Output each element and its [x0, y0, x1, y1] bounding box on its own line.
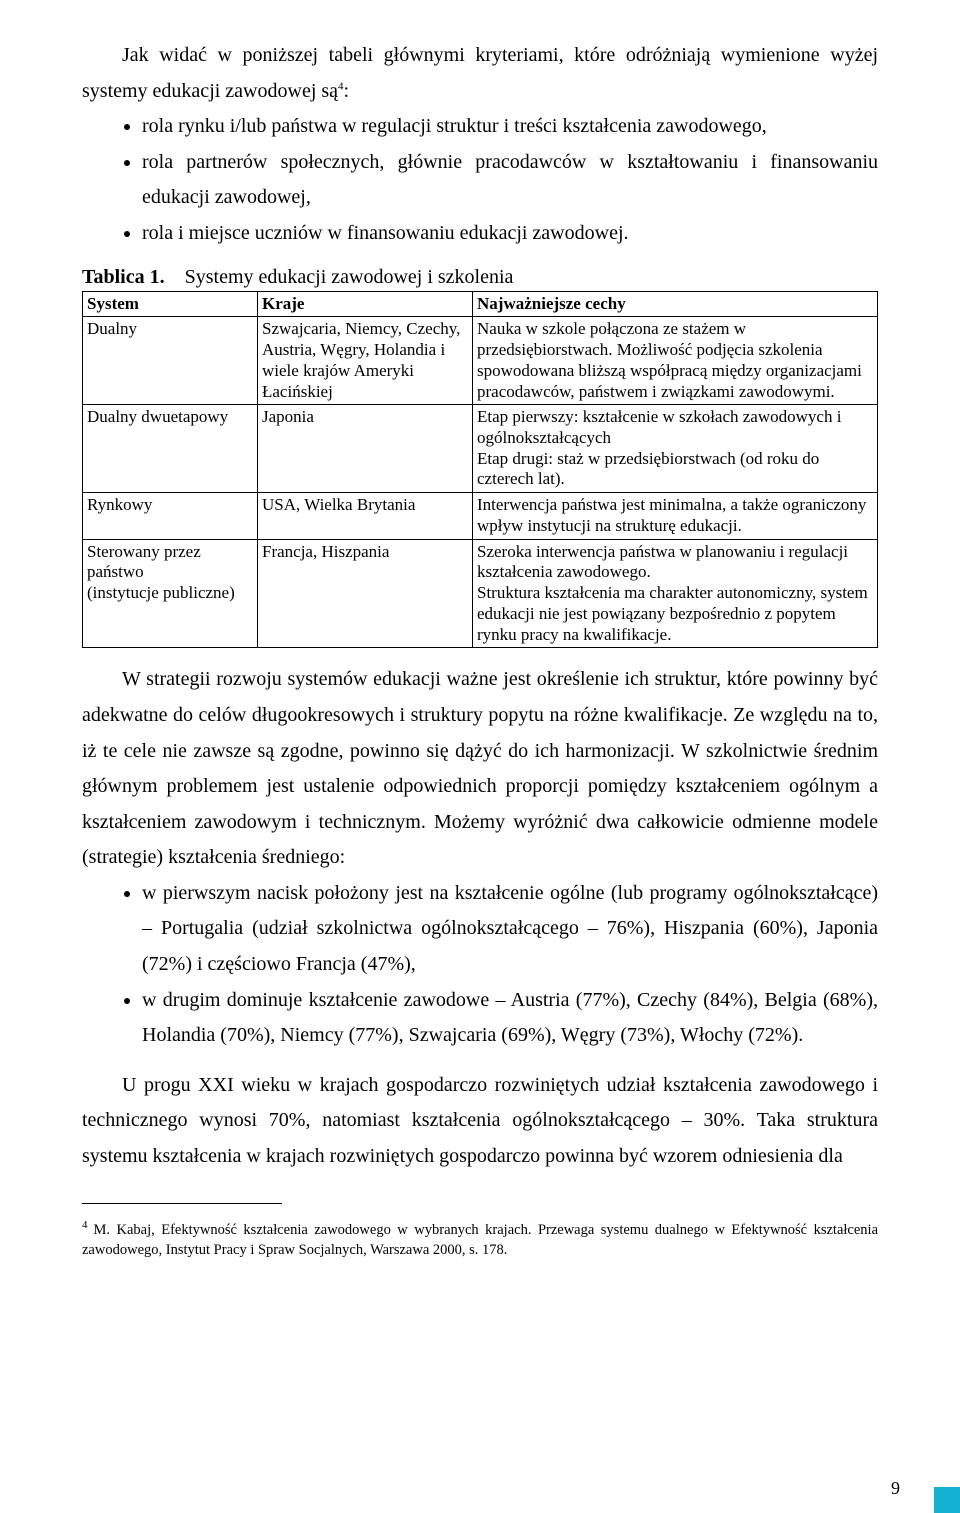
table-caption: Tablica 1. Systemy edukacji zawodowej i …	[82, 266, 878, 289]
footnote-4: 4M. Kabaj, Efektywność kształcenia zawod…	[82, 1218, 878, 1260]
table-cell: Sterowany przez państwo (instytucje publ…	[83, 539, 258, 648]
table-cell: Szwajcaria, Niemcy, Czechy, Austria, Węg…	[258, 317, 473, 405]
intro-paragraph: Jak widać w poniższej tabeli głównymi kr…	[82, 38, 878, 109]
table-cell: Interwencja państwa jest minimalna, a ta…	[473, 493, 878, 539]
models-bullet-list: w pierwszym nacisk położony jest na kszt…	[82, 876, 878, 1054]
table-cell: Dualny dwuetapowy	[83, 405, 258, 493]
table-cell: Nauka w szkole połączona ze stażem w prz…	[473, 317, 878, 405]
table-cell: Dualny	[83, 317, 258, 405]
table-cell: Etap pierwszy: kształcenie w szkołach za…	[473, 405, 878, 493]
list-item: rola partnerów społecznych, głównie prac…	[142, 145, 878, 216]
table-caption-prefix: Tablica 1.	[82, 266, 165, 288]
th-features: Najważniejsze cechy	[473, 291, 878, 317]
table-cell: USA, Wielka Brytania	[258, 493, 473, 539]
systems-table: System Kraje Najważniejsze cechy DualnyS…	[82, 291, 878, 649]
table-row: Dualny dwuetapowyJaponiaEtap pierwszy: k…	[83, 405, 878, 493]
paragraph-strategy: W strategii rozwoju systemów edukacji wa…	[82, 662, 878, 876]
table-row: DualnySzwajcaria, Niemcy, Czechy, Austri…	[83, 317, 878, 405]
th-system: System	[83, 291, 258, 317]
footnote-separator	[82, 1203, 282, 1204]
page-number: 9	[891, 1478, 900, 1499]
table-header-row: System Kraje Najważniejsze cechy	[83, 291, 878, 317]
footnote-text: M. Kabaj, Efektywność kształcenia zawodo…	[82, 1222, 878, 1258]
table-cell: Rynkowy	[83, 493, 258, 539]
table-row: RynkowyUSA, Wielka BrytaniaInterwencja p…	[83, 493, 878, 539]
intro-bullet-list: rola rynku i/lub państwa w regulacji str…	[82, 109, 878, 251]
table-cell: Japonia	[258, 405, 473, 493]
footnote-number: 4	[82, 1219, 88, 1231]
table-cell: Szeroka interwencja państwa w planowaniu…	[473, 539, 878, 648]
list-item: w pierwszym nacisk położony jest na kszt…	[142, 876, 878, 983]
list-item: rola rynku i/lub państwa w regulacji str…	[142, 109, 878, 145]
table-cell: Francja, Hiszpania	[258, 539, 473, 648]
intro-colon: :	[344, 80, 350, 102]
th-countries: Kraje	[258, 291, 473, 317]
list-item: w drugim dominuje kształcenie zawodowe –…	[142, 983, 878, 1054]
table-row: Sterowany przez państwo (instytucje publ…	[83, 539, 878, 648]
corner-accent	[934, 1487, 960, 1513]
paragraph-xxi: U progu XXI wieku w krajach gospodarczo …	[82, 1068, 878, 1175]
table-caption-text: Systemy edukacji zawodowej i szkolenia	[185, 266, 514, 288]
intro-text: Jak widać w poniższej tabeli głównymi kr…	[82, 44, 878, 102]
list-item: rola i miejsce uczniów w finansowaniu ed…	[142, 216, 878, 252]
document-page: Jak widać w poniższej tabeli głównymi kr…	[0, 0, 960, 1513]
